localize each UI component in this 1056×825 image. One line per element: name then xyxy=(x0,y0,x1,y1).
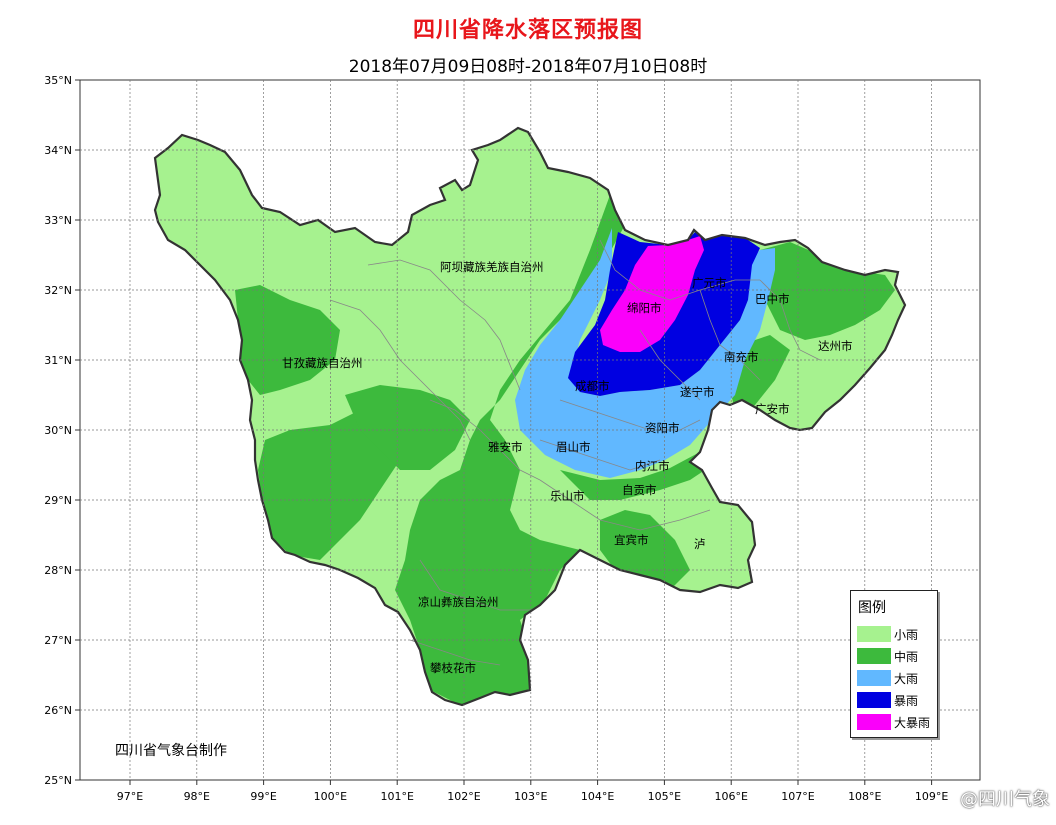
legend-label: 大暴雨 xyxy=(894,715,931,730)
legend-swatch xyxy=(857,626,891,642)
lat-label: 28°N xyxy=(44,564,72,577)
watermark: @四川气象 xyxy=(960,789,1050,810)
lat-label: 27°N xyxy=(44,634,72,647)
zone-moderate-rain-west xyxy=(235,285,340,395)
city-label: 凉山彝族自治州 xyxy=(418,595,499,609)
lon-label: 109°E xyxy=(915,790,948,803)
zone-moderate-rain-mid xyxy=(345,385,470,470)
lon-label: 97°E xyxy=(117,790,143,803)
lat-label: 29°N xyxy=(44,494,72,507)
lon-label: 103°E xyxy=(514,790,547,803)
zone-moderate-rain-south xyxy=(560,440,712,500)
lat-label: 33°N xyxy=(44,214,72,227)
lat-label: 32°N xyxy=(44,284,72,297)
city-label: 乐山市 xyxy=(550,489,585,503)
lon-label: 106°E xyxy=(714,790,747,803)
legend-label: 小雨 xyxy=(894,627,919,642)
lat-label: 34°N xyxy=(44,144,72,157)
legend-swatch xyxy=(857,692,891,708)
legend-label: 中雨 xyxy=(894,649,919,664)
legend-item: 大暴雨 xyxy=(857,711,937,733)
legend-item: 中雨 xyxy=(857,645,937,667)
map-subtitle: 2018年07月09日08时-2018年07月10日08时 xyxy=(348,57,708,77)
legend-item: 暴雨 xyxy=(857,689,937,711)
zone-moderate-rain-central xyxy=(395,195,625,705)
lon-label: 105°E xyxy=(648,790,681,803)
city-label: 遂宁市 xyxy=(680,385,715,399)
lat-label: 35°N xyxy=(44,74,72,87)
province-outline xyxy=(153,126,907,707)
map-title: 四川省降水落区预报图 xyxy=(412,18,643,43)
city-label: 攀枝花市 xyxy=(430,661,476,675)
city-label: 自贡市 xyxy=(622,483,657,497)
latitude-labels: 35°N 34°N 33°N 32°N 31°N 30°N 29°N 28°N 27°N 26°N… xyxy=(44,74,72,787)
city-label: 南充市 xyxy=(724,350,759,364)
city-label: 达州市 xyxy=(818,339,853,353)
prefecture-boundaries xyxy=(329,239,821,666)
city-label: 绵阳市 xyxy=(627,301,662,315)
lon-label: 108°E xyxy=(848,790,881,803)
legend-title: 图例 xyxy=(858,600,886,616)
legend-label: 暴雨 xyxy=(894,693,919,708)
lat-label: 31°N xyxy=(44,354,72,367)
lon-label: 101°E xyxy=(380,790,413,803)
lat-label: 26°N xyxy=(44,704,72,717)
lon-label: 102°E xyxy=(447,790,480,803)
legend-swatch xyxy=(857,714,891,730)
legend-swatch xyxy=(857,670,891,686)
zone-moderate-rain-south-west xyxy=(258,410,400,560)
legend-item: 小雨 xyxy=(857,623,937,645)
lat-label: 25°N xyxy=(44,774,72,787)
legend: 图例 小雨中雨大雨暴雨大暴雨 xyxy=(850,590,938,738)
city-label: 阿坝藏族羌族自治州 xyxy=(440,260,544,274)
city-label: 眉山市 xyxy=(556,440,591,454)
lon-label: 107°E xyxy=(781,790,814,803)
zone-moderate-rain-northeast xyxy=(760,242,895,340)
lat-label: 30°N xyxy=(44,424,72,437)
lon-label: 98°E xyxy=(184,790,210,803)
lon-label: 99°E xyxy=(250,790,276,803)
city-label: 广元市 xyxy=(692,276,727,290)
city-label: 雅安市 xyxy=(488,440,523,454)
city-label: 成都市 xyxy=(575,379,610,393)
city-label: 内江市 xyxy=(635,459,670,473)
legend-swatch xyxy=(857,648,891,664)
lon-label: 100°E xyxy=(314,790,347,803)
city-label: 资阳市 xyxy=(645,421,680,435)
legend-label: 大雨 xyxy=(894,671,919,686)
city-label: 甘孜藏族自治州 xyxy=(282,356,363,370)
city-label: 泸 xyxy=(694,537,706,551)
city-label: 宜宾市 xyxy=(614,533,649,547)
graticule xyxy=(75,79,980,785)
credit-text: 四川省气象台制作 xyxy=(115,743,227,759)
city-label: 巴中市 xyxy=(755,292,790,306)
city-label: 广安市 xyxy=(755,402,790,416)
lon-label: 104°E xyxy=(581,790,614,803)
longitude-labels: 97°E 98°E 99°E 100°E 101°E 102°E 103°E 104°E 105… xyxy=(117,790,949,803)
legend-item: 大雨 xyxy=(857,667,937,689)
